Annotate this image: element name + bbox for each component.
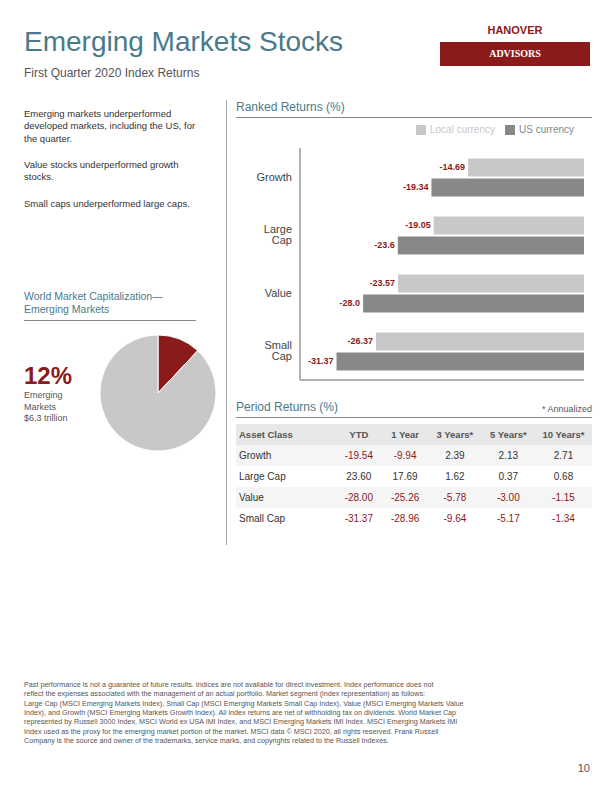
svg-text:-28.0: -28.0 [340, 298, 361, 308]
html-text:1.62: 1.62 [445, 471, 465, 482]
html-text:Ranked Returns (%): Ranked Returns (%) [236, 100, 345, 114]
html-text:Emerging markets underperforme: Emerging markets underperformed develope… [24, 108, 196, 144]
svg-text:-19.05: -19.05 [405, 220, 431, 230]
html-text:First Quarter 2020 Index Retur: First Quarter 2020 Index Returns [24, 66, 200, 80]
html-text:-1.15: -1.15 [552, 492, 575, 503]
html-text:-31.37: -31.37 [344, 513, 373, 524]
html-text:Period Returns (%): Period Returns (%) [236, 400, 338, 414]
html-text:10 Years*: 10 Years* [542, 429, 585, 440]
html-text:-9.64: -9.64 [443, 513, 467, 524]
html-text:YTD: YTD [349, 429, 369, 440]
svg-text:-19.34: -19.34 [403, 182, 429, 192]
html-text:-28.00: -28.00 [344, 492, 373, 503]
html-text:-19.54: -19.54 [344, 450, 373, 461]
svg-text:SmallCap: SmallCap [264, 339, 292, 362]
html-text:2.39: 2.39 [445, 450, 465, 461]
html-text:Past performance is not a guar: Past performance is not a guarantee of f… [24, 680, 464, 746]
html-text:Emerging Markets $6.3 trillion: Emerging Markets $6.3 trillion [24, 390, 68, 423]
html-text:US currency: US currency [519, 124, 574, 135]
svg-text:LargeCap: LargeCap [264, 223, 292, 246]
svg-text:-14.69: -14.69 [440, 162, 466, 172]
html-text:-25.26: -25.26 [390, 492, 420, 503]
html-text:World Market Capitalization— E: World Market Capitalization— Emerging Ma… [24, 290, 163, 316]
html-text:23.60: 23.60 [346, 471, 372, 482]
html-text:3 Years*: 3 Years* [436, 429, 474, 440]
html-text:0.37: 0.37 [498, 471, 518, 482]
html-text:-1.34: -1.34 [552, 513, 575, 524]
html-text:Large Cap: Large Cap [239, 471, 286, 482]
html-text:-28.96: -28.96 [390, 513, 420, 524]
html-text:-5.17: -5.17 [496, 513, 520, 524]
svg-text:-23.57: -23.57 [370, 278, 396, 288]
html-text:Small caps underperformed larg: Small caps underperformed large caps. [24, 197, 190, 209]
html-text:Emerging Markets Stocks: Emerging Markets Stocks [24, 26, 343, 57]
svg-text:Value: Value [265, 287, 292, 299]
html-text:12%: 12% [24, 362, 72, 390]
html-text:Growth: Growth [239, 450, 272, 461]
svg-text:Growth: Growth [257, 171, 292, 183]
html-text:0.68: 0.68 [553, 471, 574, 482]
html-text:ADVISORS: ADVISORS [489, 48, 541, 59]
svg-text:-23.6: -23.6 [374, 240, 395, 250]
html-text:Small Cap: Small Cap [239, 513, 286, 524]
svg-text:-31.37: -31.37 [308, 356, 334, 366]
html-text:5 Years*: 5 Years* [489, 429, 527, 440]
html-text:-9.94: -9.94 [393, 450, 417, 461]
html-text:2.13: 2.13 [498, 450, 518, 461]
html-text:* Annualized: * Annualized [542, 404, 592, 414]
html-text:10: 10 [577, 762, 590, 774]
html-text:Value: Value [239, 492, 264, 503]
html-text:-3.00: -3.00 [496, 492, 520, 503]
html-text:Local currency: Local currency [430, 124, 495, 135]
svg-text:-26.37: -26.37 [347, 336, 373, 346]
html-text:Asset Class: Asset Class [239, 429, 293, 440]
html-text:HANOVER: HANOVER [487, 24, 543, 36]
html-text:2.71: 2.71 [553, 450, 574, 461]
html-text:17.69: 17.69 [392, 471, 418, 482]
html-text:-5.78: -5.78 [443, 492, 467, 503]
html-text:1 Year: 1 Year [391, 429, 419, 440]
html-text:Value stocks underperformed gr: Value stocks underperformed growth stock… [24, 159, 179, 183]
